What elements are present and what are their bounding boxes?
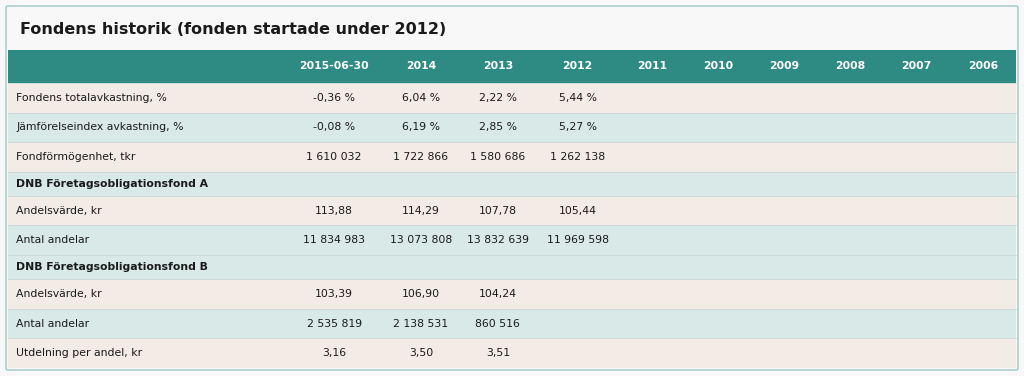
Text: 5,44 %: 5,44 % [558, 93, 597, 103]
Text: DNB Företagsobligationsfond A: DNB Företagsobligationsfond A [16, 179, 208, 189]
Text: 107,78: 107,78 [479, 206, 517, 216]
Text: 1 722 866: 1 722 866 [393, 152, 449, 162]
Text: 6,04 %: 6,04 % [402, 93, 440, 103]
Text: 114,29: 114,29 [402, 206, 440, 216]
Bar [8, 226, 1016, 255]
Text: 3,16: 3,16 [323, 348, 346, 358]
Text: Fondens totalavkastning, %: Fondens totalavkastning, % [16, 93, 167, 103]
Text: Fondförmögenhet, tkr: Fondförmögenhet, tkr [16, 152, 135, 162]
Text: 2,22 %: 2,22 % [479, 93, 517, 103]
Bar [8, 83, 1016, 112]
Text: Andelsvärde, kr: Andelsvärde, kr [16, 289, 101, 299]
Bar [8, 196, 1016, 226]
Bar [8, 255, 1016, 279]
Text: 1 580 686: 1 580 686 [470, 152, 525, 162]
Text: 2014: 2014 [406, 61, 436, 71]
Text: 860 516: 860 516 [475, 318, 520, 329]
Text: Andelsvärde, kr: Andelsvärde, kr [16, 206, 101, 216]
Bar [8, 338, 1016, 368]
Text: 3,50: 3,50 [409, 348, 433, 358]
Text: Jämförelseindex avkastning, %: Jämförelseindex avkastning, % [16, 122, 183, 132]
Text: 13 073 808: 13 073 808 [390, 235, 453, 245]
Text: 2007: 2007 [901, 61, 932, 71]
Text: 113,88: 113,88 [315, 206, 353, 216]
Text: 2012: 2012 [562, 61, 593, 71]
Text: DNB Företagsobligationsfond B: DNB Företagsobligationsfond B [16, 262, 208, 272]
Text: Antal andelar: Antal andelar [16, 235, 89, 245]
Bar [8, 172, 1016, 196]
Text: Fondens historik (fonden startade under 2012): Fondens historik (fonden startade under … [20, 21, 446, 36]
Text: 2011: 2011 [637, 61, 667, 71]
Text: 1 262 138: 1 262 138 [550, 152, 605, 162]
Text: 2006: 2006 [968, 61, 998, 71]
Text: -0,08 %: -0,08 % [313, 122, 355, 132]
Text: 3,51: 3,51 [485, 348, 510, 358]
Text: -0,36 %: -0,36 % [313, 93, 355, 103]
Text: Utdelning per andel, kr: Utdelning per andel, kr [16, 348, 142, 358]
Text: 2013: 2013 [482, 61, 513, 71]
Text: 2 535 819: 2 535 819 [306, 318, 361, 329]
Text: 13 832 639: 13 832 639 [467, 235, 528, 245]
Text: 11 834 983: 11 834 983 [303, 235, 366, 245]
Text: 1 610 032: 1 610 032 [306, 152, 361, 162]
Bar [8, 309, 1016, 338]
Text: 106,90: 106,90 [402, 289, 440, 299]
Text: 2009: 2009 [769, 61, 800, 71]
Text: 2010: 2010 [703, 61, 733, 71]
Text: 2008: 2008 [836, 61, 865, 71]
Text: 2015-06-30: 2015-06-30 [299, 61, 369, 71]
Bar [8, 112, 1016, 142]
Text: 2 138 531: 2 138 531 [393, 318, 449, 329]
Text: 2,85 %: 2,85 % [479, 122, 517, 132]
Bar [8, 279, 1016, 309]
Bar [8, 142, 1016, 172]
FancyBboxPatch shape [6, 6, 1018, 370]
Text: 5,27 %: 5,27 % [558, 122, 597, 132]
Text: 105,44: 105,44 [558, 206, 597, 216]
Text: 6,19 %: 6,19 % [402, 122, 440, 132]
Text: 11 969 598: 11 969 598 [547, 235, 608, 245]
Text: Antal andelar: Antal andelar [16, 318, 89, 329]
Bar [8, 50, 1016, 83]
Text: 104,24: 104,24 [479, 289, 517, 299]
Text: 103,39: 103,39 [315, 289, 353, 299]
